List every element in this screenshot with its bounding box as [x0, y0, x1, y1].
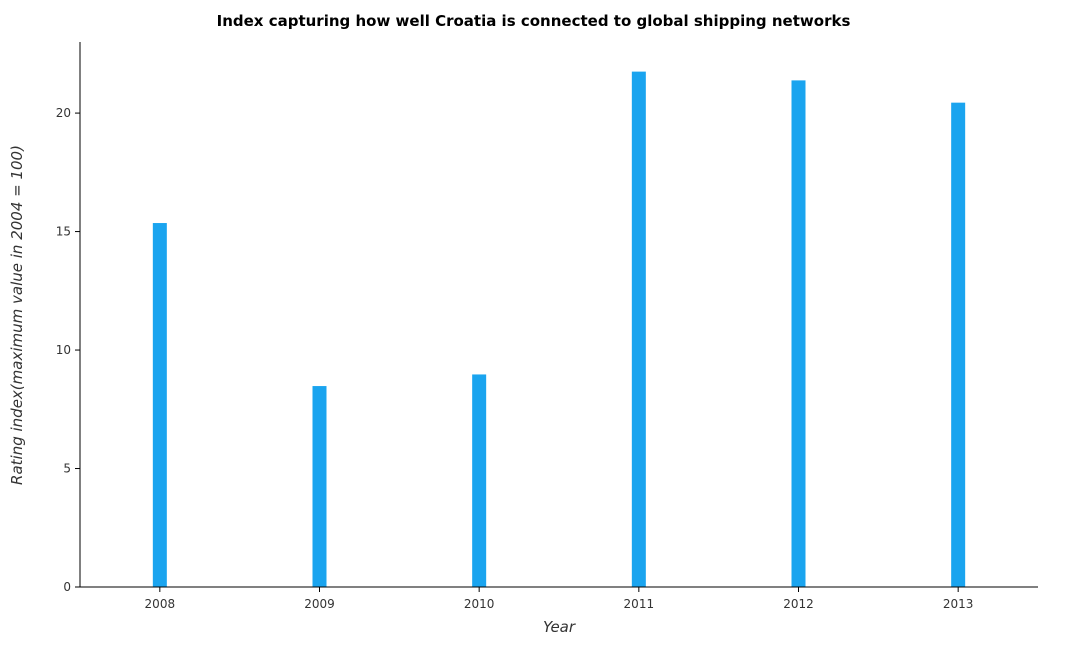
y-tick-label: 0 — [63, 580, 71, 594]
y-axis-label: Rating index(maximum value in 2004 = 100… — [8, 145, 26, 485]
bar-2008 — [152, 223, 167, 587]
x-tick-label: 2013 — [943, 597, 974, 611]
bar-2012 — [791, 80, 806, 587]
bar-2011 — [631, 71, 646, 587]
x-tick-label: 2012 — [783, 597, 814, 611]
y-tick-label: 5 — [63, 462, 71, 476]
x-tick-label: 2010 — [464, 597, 495, 611]
bar-2013 — [951, 102, 966, 588]
x-axis-label: Year — [543, 618, 576, 636]
bar-2010 — [472, 374, 487, 587]
chart-title: Index capturing how well Croatia is conn… — [216, 12, 851, 30]
x-tick-label: 2008 — [145, 597, 176, 611]
bar-2009 — [312, 386, 327, 587]
y-tick-label: 15 — [56, 225, 71, 239]
x-tick-label: 2011 — [624, 597, 655, 611]
x-tick-label: 2009 — [304, 597, 335, 611]
y-tick-label: 10 — [56, 343, 71, 357]
y-tick-label: 20 — [56, 106, 71, 120]
